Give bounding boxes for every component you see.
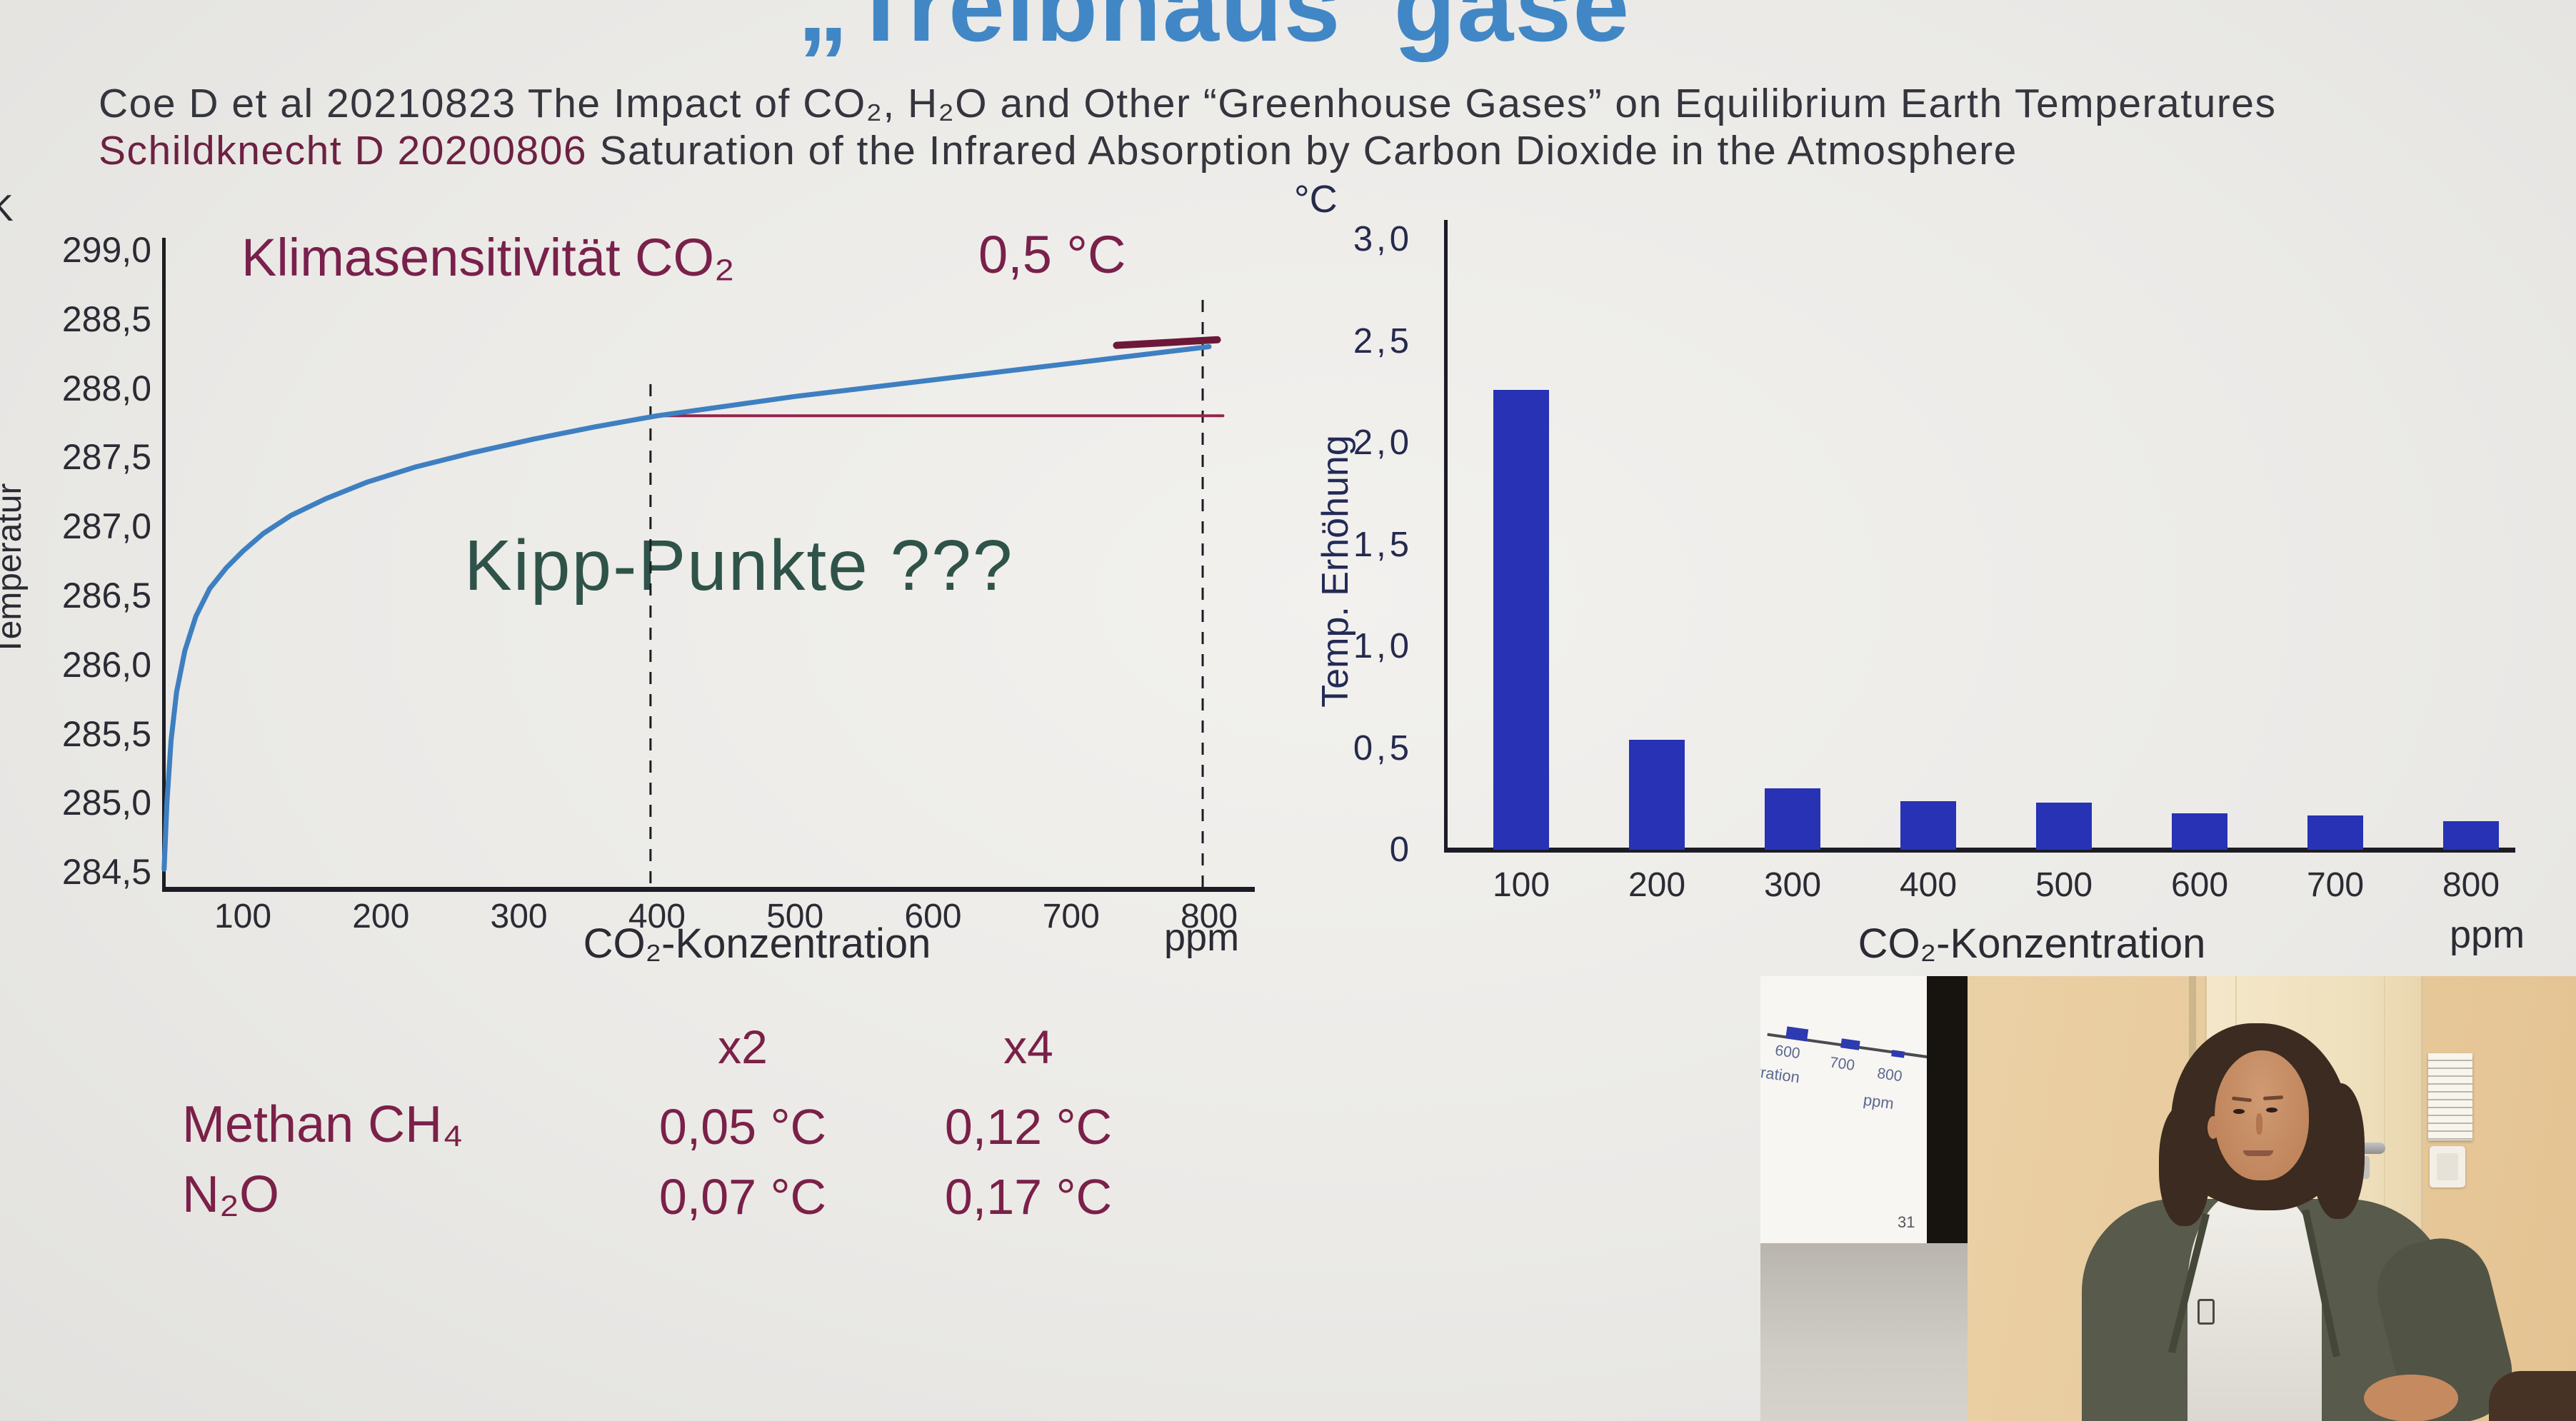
- speaker-eye: [2266, 1108, 2277, 1113]
- citation-1-author: Coe D et al 20210823: [99, 81, 516, 126]
- mini-bar: [1840, 1038, 1860, 1050]
- table-header-x2: x2: [718, 1020, 768, 1073]
- left-x-tick-label: 600: [904, 898, 962, 935]
- screen-edge-shadow: [1927, 976, 1968, 1243]
- left-chart-y-axis: [162, 238, 166, 891]
- citations-block: Coe D et al 20210823 The Impact of CO₂, …: [99, 80, 2527, 174]
- bar-700ppm: [2307, 815, 2363, 850]
- citation-line-2: Schildknecht D 20200806 Saturation of th…: [99, 127, 2527, 174]
- right-y-tick-label: 0,5: [1353, 728, 1413, 768]
- mini-chart-partial-text: tration: [1760, 1063, 1801, 1087]
- slide-title: „Treibhaus“gase: [797, 0, 1631, 63]
- mini-chart-ppm-text: ppm: [1862, 1090, 1895, 1113]
- mini-bar: [1891, 1050, 1905, 1058]
- door-crease: [2384, 976, 2385, 1421]
- bar-400ppm: [1900, 801, 1956, 850]
- projection-screen: 600 700 800 tration ppm 31: [1760, 976, 1929, 1243]
- light-switch-rocker: [2437, 1153, 2458, 1180]
- right-y-tick-label: 3,0: [1353, 220, 1413, 258]
- left-x-tick-label: 500: [766, 898, 824, 935]
- left-x-tick-label: 200: [352, 898, 410, 935]
- mini-x-tick-label: 700: [1828, 1054, 1856, 1074]
- tipping-points-annotation: Kipp-Punkte ???: [464, 526, 1014, 606]
- left-chart-x-axis-title: CO₂-Konzentration: [583, 920, 931, 967]
- wall-paper-note: [2428, 1053, 2472, 1140]
- left-x-tick-label: 300: [490, 898, 548, 935]
- right-x-tick-label: 600: [2170, 866, 2229, 904]
- lavalier-microphone: [2197, 1299, 2215, 1325]
- bar-200ppm: [1629, 740, 1685, 850]
- table-row-n2o-x4: 0,17 °C: [944, 1169, 1113, 1225]
- right-chart-x-axis: [1444, 848, 2515, 853]
- bar-500ppm: [2036, 803, 2092, 850]
- left-chart-x-unit: ppm: [1164, 916, 1240, 959]
- left-x-tick-label: 700: [1042, 898, 1100, 935]
- table-row-methane-x4: 0,12 °C: [944, 1099, 1113, 1155]
- right-x-tick-label: 400: [1899, 866, 1958, 904]
- left-x-tick-label: 800: [1180, 898, 1238, 935]
- left-x-tick-label: 400: [628, 898, 686, 935]
- left-x-tick-label: 100: [214, 898, 272, 935]
- left-chart-x-axis: [162, 887, 1255, 892]
- right-x-tick-label: 300: [1763, 866, 1822, 904]
- left-y-tick-label: 288,5: [61, 298, 151, 339]
- right-chart-y-axis: [1444, 220, 1448, 852]
- speaker-mouth: [2243, 1150, 2273, 1156]
- mini-chart-on-screen: 600 700 800 tration ppm: [1760, 994, 1935, 1145]
- bar-100ppm: [1493, 390, 1549, 850]
- left-y-tick-label: 299,0: [61, 230, 151, 270]
- speaker-video-inset: 600 700 800 tration ppm 31: [1760, 976, 2576, 1421]
- right-y-tick-label: 0: [1389, 830, 1413, 869]
- speaker-eye: [2233, 1109, 2245, 1114]
- left-chart-y-axis-title: Temperatur: [0, 483, 29, 657]
- bar-300ppm: [1765, 788, 1820, 850]
- mini-x-tick-label: 600: [1774, 1042, 1802, 1063]
- dark-corner-chair: [2489, 1371, 2576, 1421]
- bar-600ppm: [2172, 813, 2227, 850]
- left-y-tick-label: 286,5: [61, 576, 151, 616]
- mini-bar: [1785, 1026, 1809, 1042]
- right-x-tick-label: 200: [1628, 866, 1686, 904]
- mini-x-tick-label: 800: [1876, 1065, 1903, 1085]
- speaker-nose: [2256, 1113, 2262, 1135]
- slide-number: 31: [1898, 1213, 1915, 1231]
- citation-2-title: Saturation of the Infrared Absorption by…: [587, 128, 2018, 174]
- left-y-tick-label: 285,0: [61, 783, 151, 823]
- left-y-tick-label: 288,0: [61, 368, 151, 408]
- right-x-tick-label: 500: [2035, 866, 2093, 904]
- right-chart-x-axis-title: CO₂-Konzentration: [1858, 920, 2206, 967]
- climate-sensitivity-delta-marker: [1113, 336, 1221, 349]
- wall-below-screen: [1760, 1243, 1968, 1421]
- table-row-n2o-label: N₂O: [182, 1166, 279, 1223]
- left-y-tick-label: 287,5: [61, 437, 151, 478]
- table-header-x4: x4: [1003, 1020, 1053, 1073]
- right-x-tick-label: 800: [2442, 866, 2500, 904]
- table-row-methane-label: Methan CH₄: [182, 1096, 463, 1153]
- left-y-tick-label: 284,5: [61, 852, 151, 893]
- right-x-tick-label: 700: [2306, 866, 2365, 904]
- table-row-n2o-x2: 0,07 °C: [658, 1169, 827, 1225]
- citation-1-title: The Impact of CO₂, H₂O and Other “Greenh…: [516, 81, 2277, 126]
- bar-800ppm: [2443, 821, 2499, 850]
- right-x-tick-label: 100: [1492, 866, 1550, 904]
- left-chart-title: Klimasensitivität CO₂: [241, 228, 735, 287]
- table-row-methane-x2: 0,05 °C: [658, 1099, 827, 1155]
- right-chart-x-unit: ppm: [2450, 913, 2525, 956]
- left-y-tick-label: 285,5: [61, 713, 151, 754]
- right-y-tick-label: 2,5: [1353, 321, 1413, 361]
- right-chart-y-unit: °C: [1294, 178, 1338, 221]
- equilibrium-temperature-vs-co2: [161, 344, 1212, 872]
- citation-2-author: Schildknecht D 20200806: [99, 128, 588, 174]
- citation-line-1: Coe D et al 20210823 The Impact of CO₂, …: [99, 80, 2527, 127]
- right-y-tick-label: 2,0: [1353, 423, 1413, 462]
- right-y-tick-label: 1,5: [1353, 525, 1413, 564]
- climate-sensitivity-value: 0,5 °C: [978, 225, 1126, 284]
- right-y-tick-label: 1,0: [1353, 627, 1413, 666]
- left-chart-y-unit: K: [0, 188, 14, 229]
- speaker-hand: [2364, 1375, 2458, 1421]
- left-y-tick-label: 287,0: [61, 506, 151, 547]
- left-y-tick-label: 286,0: [61, 644, 151, 685]
